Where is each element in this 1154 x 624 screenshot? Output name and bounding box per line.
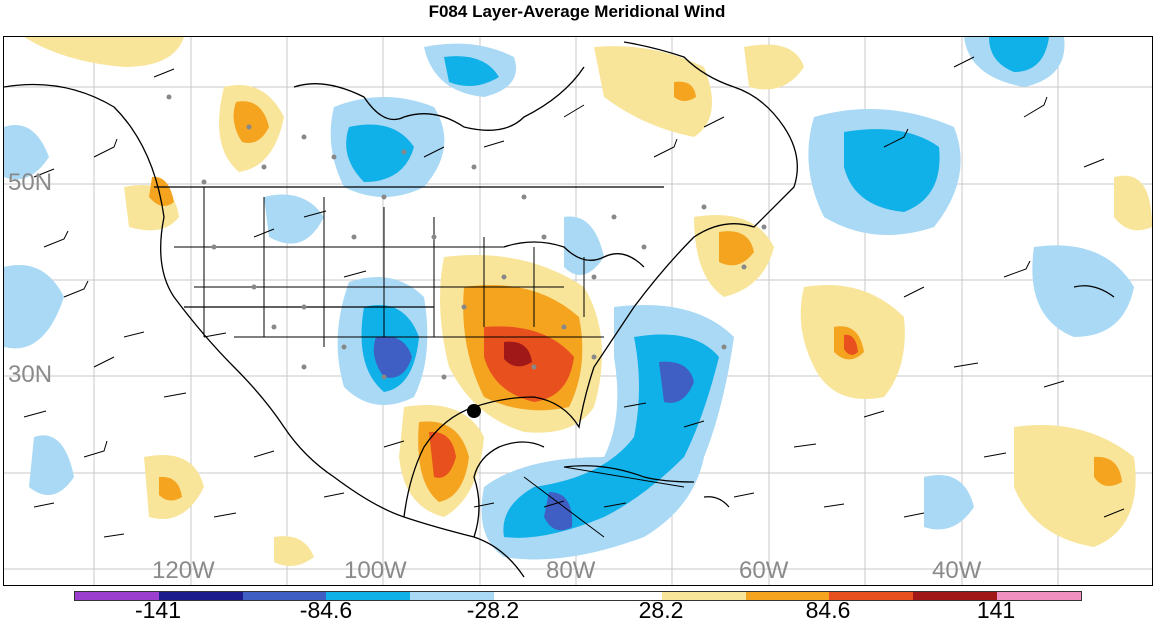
colorbar-swatch [913, 592, 998, 600]
colorbar-label: 84.6 [805, 597, 851, 623]
colorbar-swatch [577, 592, 662, 600]
colorbar-label: -28.2 [466, 597, 520, 623]
colorbar-swatch [661, 592, 746, 600]
lon-label-80w: 80W [546, 557, 596, 584]
storm-center-marker [467, 404, 481, 418]
colorbar-label: -84.6 [299, 597, 353, 623]
colorbar-swatch [829, 592, 914, 600]
lon-label-100w: 100W [344, 557, 407, 584]
colorbar-swatch [410, 592, 495, 600]
colorbar-swatch [75, 592, 159, 600]
lon-label-120w: 120W [152, 557, 215, 584]
colorbar-swatch [242, 592, 327, 600]
station-markers [166, 94, 767, 380]
map-panel: 50N 30N 120W 100W 80W 60W 40W [3, 36, 1153, 586]
positive-wind-max [504, 341, 532, 367]
caribbean-islands [563, 285, 1115, 508]
colorbar-label: -141 [134, 597, 182, 623]
negative-wind-dark [373, 336, 694, 531]
colorbar [74, 591, 1082, 601]
map-canvas [4, 37, 1152, 585]
colorbar-swatch [745, 592, 830, 600]
lon-label-60w: 60W [739, 557, 789, 584]
lon-label-40w: 40W [932, 557, 982, 584]
lat-label-50n: 50N [8, 169, 53, 196]
colorbar-swatch [326, 592, 411, 600]
colorbar-swatch [997, 592, 1081, 600]
colorbar-label: 141 [976, 597, 1016, 623]
state-borders [174, 187, 685, 538]
lat-label-30n: 30N [8, 361, 53, 388]
colorbar-swatch [494, 592, 578, 600]
colorbar-swatch [158, 592, 243, 600]
chart-title: F084 Layer-Average Meridional Wind [428, 2, 726, 21]
colorbar-label: 28.2 [638, 597, 684, 623]
coastlines [4, 41, 798, 578]
wind-barbs [23, 56, 1125, 538]
